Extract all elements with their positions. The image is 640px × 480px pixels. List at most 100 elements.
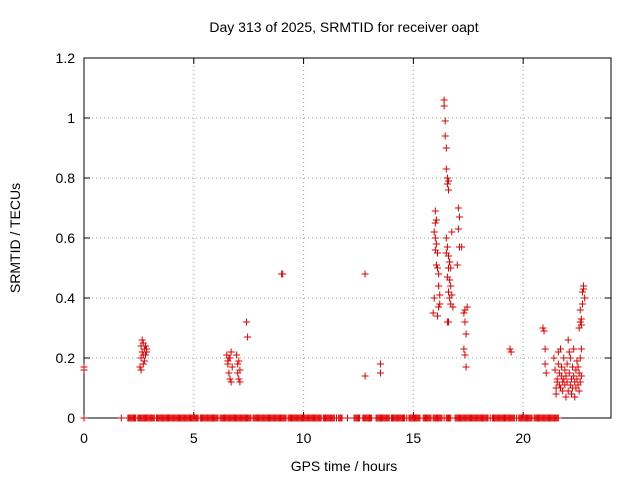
y-tick-label: 1	[67, 110, 75, 126]
data-point	[143, 345, 151, 353]
data-point	[279, 270, 287, 278]
data-point	[542, 369, 550, 377]
data-point	[570, 372, 578, 380]
data-point	[573, 375, 581, 383]
data-point	[333, 414, 341, 422]
data-point	[563, 378, 571, 386]
data-point	[563, 360, 571, 368]
data-points	[80, 96, 589, 422]
data-point	[541, 360, 549, 368]
data-point	[567, 390, 575, 398]
data-point	[139, 360, 147, 368]
data-point	[376, 360, 384, 368]
data-point	[560, 354, 568, 362]
data-point	[441, 132, 449, 140]
data-point	[432, 240, 440, 248]
data-point	[577, 345, 585, 353]
data-point	[576, 306, 584, 314]
y-tick-label: 0.8	[56, 170, 76, 186]
data-point	[460, 345, 468, 353]
data-point	[550, 354, 558, 362]
data-point	[573, 357, 581, 365]
data-point	[435, 270, 443, 278]
data-point	[440, 414, 448, 422]
data-point	[564, 336, 572, 344]
data-point	[577, 321, 585, 329]
data-point	[558, 363, 566, 371]
data-point	[513, 414, 521, 422]
data-point	[552, 390, 560, 398]
data-point	[434, 264, 442, 272]
x-tick-labels: 0 5 10 15 20	[80, 430, 531, 446]
data-point	[436, 291, 444, 299]
data-point	[361, 270, 369, 278]
data-point	[440, 96, 448, 104]
data-point	[561, 366, 569, 374]
data-point	[449, 303, 457, 311]
data-point	[445, 252, 453, 260]
x-tick-label: 20	[515, 430, 531, 446]
data-point	[474, 414, 482, 422]
data-point	[233, 351, 241, 359]
data-point	[564, 387, 572, 395]
data-point	[540, 327, 548, 335]
data-point	[376, 369, 384, 377]
data-point	[461, 351, 469, 359]
data-point	[448, 228, 456, 236]
data-point	[226, 375, 234, 383]
data-point	[562, 393, 570, 401]
data-point	[445, 318, 453, 326]
data-point	[566, 354, 574, 362]
data-point	[575, 387, 583, 395]
data-point	[137, 366, 145, 374]
data-point	[576, 318, 584, 326]
data-point	[460, 309, 468, 317]
data-point	[403, 414, 411, 422]
data-point	[435, 303, 443, 311]
axis-ticks	[83, 57, 611, 419]
chart-title: Day 313 of 2025, SRMTID for receiver oap…	[209, 19, 478, 35]
data-point	[138, 336, 146, 344]
data-point	[580, 282, 588, 290]
data-point	[436, 300, 444, 308]
y-axis-label: SRMTID / TECUs	[7, 183, 23, 293]
data-point	[486, 414, 494, 422]
data-point	[576, 354, 584, 362]
data-point	[445, 177, 453, 185]
plot-frame	[83, 57, 612, 419]
data-point	[80, 366, 88, 374]
data-point	[228, 363, 236, 371]
data-point	[458, 243, 466, 251]
data-point	[344, 414, 351, 422]
data-point	[506, 345, 514, 353]
data-point	[453, 261, 461, 269]
data-point	[236, 378, 244, 386]
data-point	[236, 366, 244, 374]
data-point	[136, 363, 144, 371]
data-point	[565, 348, 573, 356]
data-point	[571, 393, 579, 401]
y-tick-labels: 0 0.2 0.4 0.6 0.8 1 1.2	[56, 50, 76, 426]
data-point	[581, 294, 589, 302]
data-point	[429, 309, 437, 317]
data-point	[554, 360, 562, 368]
data-point	[576, 378, 584, 386]
data-point	[140, 357, 148, 365]
data-point	[227, 348, 235, 356]
data-point	[539, 324, 547, 332]
data-point	[117, 414, 125, 422]
data-point	[446, 276, 454, 284]
y-tick-label: 1.2	[56, 50, 76, 66]
data-point	[431, 207, 439, 215]
data-point	[443, 180, 451, 188]
data-point	[226, 354, 234, 362]
data-point	[443, 243, 451, 251]
data-point	[570, 345, 578, 353]
data-point	[225, 369, 233, 377]
data-point	[435, 282, 443, 290]
x-tick-label: 10	[296, 430, 312, 446]
data-point	[442, 165, 450, 173]
data-point	[463, 303, 471, 311]
data-point	[562, 372, 570, 380]
x-tick-label: 15	[406, 430, 422, 446]
